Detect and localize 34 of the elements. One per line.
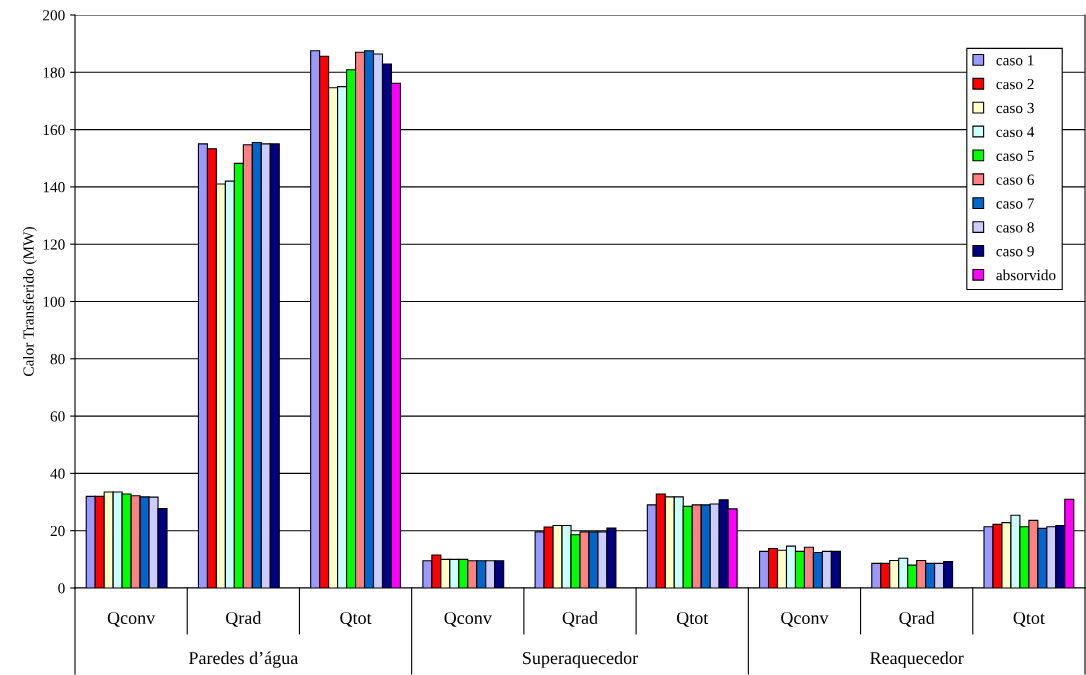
legend-label: caso 7	[996, 198, 1035, 209]
text: Superaquecedor	[523, 651, 638, 668]
legend-label: absorvido	[996, 269, 1056, 281]
y-axis-title: Calor Transferido (MW)	[22, 227, 37, 376]
text: Reaquecedor	[870, 651, 964, 668]
x-tick-label: Qconv	[444, 611, 492, 627]
y-tick-label: 60	[50, 411, 65, 422]
y-tick-label: 200	[43, 10, 65, 21]
y-tick-label: 0	[58, 583, 65, 594]
y-tick-label: 140	[43, 182, 65, 193]
legend-label: caso 8	[996, 222, 1034, 233]
y-tick-label: 180	[43, 67, 65, 78]
legend-label: caso 3	[996, 102, 1034, 114]
legend-label: caso 9	[996, 246, 1034, 257]
legend-label: caso 4	[996, 126, 1035, 138]
text: Paredes d’água	[188, 651, 298, 668]
x-tick-label: Qtot	[1013, 611, 1045, 627]
x-tick-label: Qrad	[226, 611, 262, 627]
legend-label: caso 5	[996, 150, 1034, 161]
x-tick-label: Qrad	[562, 611, 598, 627]
y-tick-label: 20	[50, 525, 65, 537]
y-tick-label: 160	[43, 124, 65, 136]
legend-label: caso 6	[996, 174, 1034, 185]
x-tick-label: Qconv	[107, 611, 156, 627]
y-tick-label: 40	[50, 468, 65, 479]
legend-label: caso 2	[996, 78, 1034, 90]
y-tick-label: 100	[43, 296, 65, 307]
x-tick-label: Qrad	[899, 611, 935, 627]
y-tick-label: 80	[50, 353, 65, 365]
legend-label: caso 1	[996, 55, 1034, 66]
x-tick-label: Qtot	[676, 611, 709, 627]
x-tick-label: Qtot	[340, 611, 372, 627]
x-tick-label: Qconv	[781, 611, 829, 627]
y-tick-label: 120	[43, 239, 65, 250]
